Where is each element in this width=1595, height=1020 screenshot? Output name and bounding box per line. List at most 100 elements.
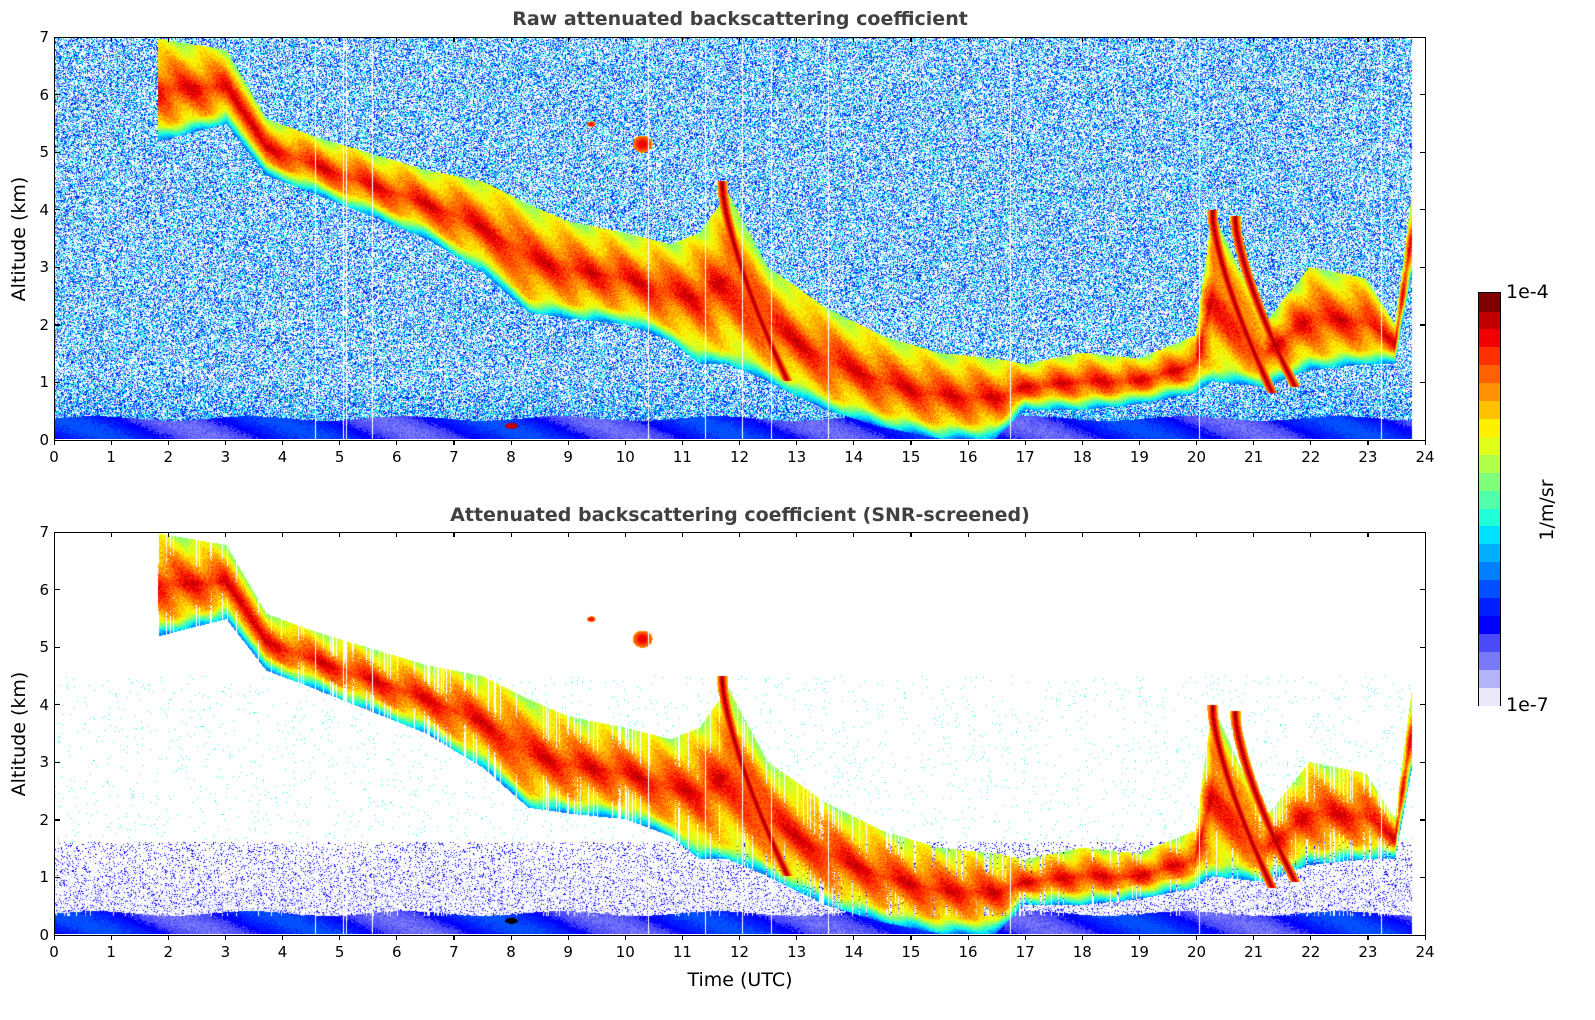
y-tick-label: 1 (39, 868, 49, 887)
x-tick-top (853, 532, 855, 537)
y-tick-label: 0 (39, 926, 49, 944)
x-tick-top (796, 532, 798, 537)
x-tick-top (739, 37, 741, 42)
bottom-heatmap-canvas (55, 533, 1424, 934)
x-tick-top (1253, 532, 1255, 537)
x-tick (110, 440, 112, 445)
x-tick-label: 22 (1301, 943, 1321, 961)
y-tick (54, 761, 60, 763)
x-tick-top (567, 532, 569, 537)
x-tick (1310, 440, 1312, 445)
y-tick-label: 4 (39, 695, 49, 714)
x-tick (224, 440, 227, 445)
colorbar-segment (1479, 346, 1500, 366)
x-tick-top (910, 532, 912, 537)
x-tick (1024, 935, 1026, 940)
colorbar-segment (1479, 490, 1500, 509)
x-tick (739, 935, 741, 940)
x-tick-top (282, 37, 284, 42)
colorbar-segment (1479, 418, 1500, 437)
top-y-axis-label: Altitude (km) (8, 176, 30, 302)
x-tick-label: 24 (1415, 943, 1435, 961)
colorbar-segment (1479, 328, 1500, 348)
x-tick-top (282, 532, 284, 537)
x-tick-label: 12 (729, 448, 750, 466)
x-tick-label: 9 (563, 448, 573, 466)
y-tick (54, 646, 60, 648)
y-tick-label: 4 (39, 200, 49, 219)
x-tick (681, 935, 684, 940)
x-tick-top (396, 532, 398, 537)
x-tick-label: 4 (277, 448, 288, 466)
x-tick (1367, 440, 1369, 445)
y-tick-label: 5 (39, 638, 49, 657)
bottom-y-axis-label: Altitude (km) (8, 671, 30, 797)
x-tick-label: 19 (1129, 448, 1149, 466)
x-tick (1081, 440, 1083, 445)
y-tick-label: 5 (39, 143, 49, 162)
y-tick (54, 531, 60, 533)
x-tick (282, 935, 284, 940)
x-tick-label: 18 (1072, 943, 1092, 961)
x-tick (167, 935, 169, 940)
x-tick-label: 5 (334, 448, 345, 466)
x-tick-top (453, 37, 455, 42)
x-tick-label: 14 (844, 448, 864, 466)
y-tick (1420, 94, 1426, 96)
x-tick-top (1310, 37, 1312, 42)
x-tick-label: 15 (901, 448, 921, 466)
x-tick (1024, 440, 1026, 445)
x-tick (853, 935, 855, 940)
colorbar-segment (1479, 364, 1500, 384)
x-tick (739, 440, 741, 445)
x-tick (339, 935, 341, 940)
x-tick-top (339, 37, 341, 42)
x-tick-label: 12 (729, 943, 750, 961)
y-tick (54, 381, 60, 384)
colorbar-segment (1479, 310, 1500, 330)
x-tick-top (1138, 532, 1141, 537)
x-tick-top (224, 532, 227, 537)
x-tick-label: 20 (1186, 943, 1207, 961)
y-tick (54, 819, 60, 821)
x-tick-label: 23 (1358, 943, 1378, 961)
x-tick-top (967, 37, 969, 42)
y-tick-label: 3 (39, 258, 49, 277)
y-tick (1420, 934, 1426, 936)
x-tick-top (1253, 37, 1255, 42)
x-tick (53, 440, 55, 445)
y-tick (54, 324, 60, 326)
bottom-chart-title: Attenuated backscattering coefficient (S… (450, 504, 1030, 526)
x-tick-label: 0 (49, 448, 59, 466)
x-tick-top (167, 37, 169, 42)
x-tick-label: 23 (1358, 448, 1378, 466)
x-tick (624, 935, 626, 940)
x-tick (1310, 935, 1312, 940)
x-tick-top (1196, 37, 1198, 42)
colorbar-segment (1479, 400, 1500, 419)
colorbar-segment (1479, 561, 1500, 581)
x-tick-top (53, 37, 55, 42)
x-tick-label: 11 (672, 448, 692, 466)
x-tick (110, 935, 112, 940)
x-tick (967, 935, 969, 940)
x-tick (910, 440, 912, 445)
x-tick-top (224, 37, 227, 42)
y-tick (1420, 819, 1426, 821)
x-tick-label: 24 (1415, 448, 1435, 466)
x-tick (1196, 935, 1198, 940)
x-tick-top (967, 532, 969, 537)
x-tick (282, 440, 284, 445)
y-tick (54, 439, 60, 441)
colorbar-segment (1479, 579, 1500, 599)
x-tick (624, 440, 626, 445)
x-tick (1138, 935, 1141, 940)
x-tick (1367, 935, 1369, 940)
x-tick-label: 6 (391, 448, 402, 466)
x-tick-label: 2 (163, 943, 174, 961)
x-tick-top (1024, 37, 1026, 42)
x-tick (796, 440, 798, 445)
colorbar-segment (1479, 525, 1500, 545)
y-tick-label: 3 (39, 753, 49, 772)
x-tick-label: 8 (506, 943, 516, 961)
